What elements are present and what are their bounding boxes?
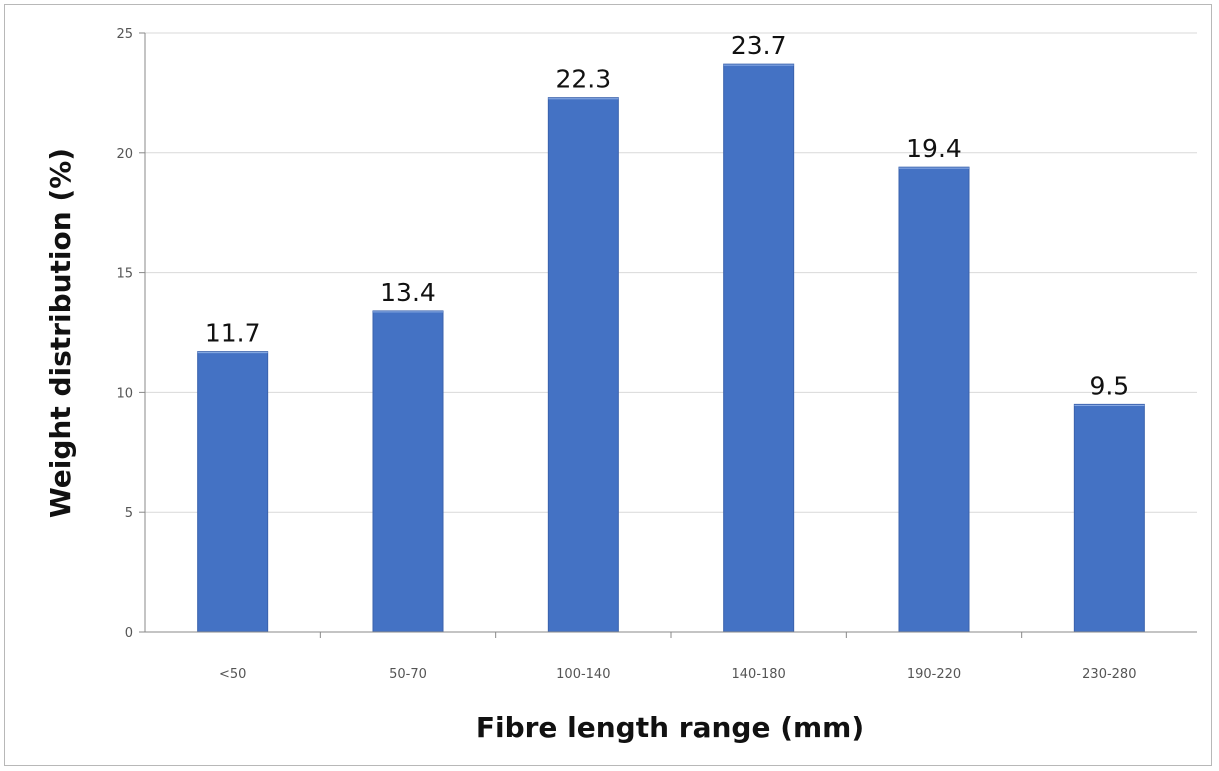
y-tick-label: 0 <box>125 626 133 641</box>
bar <box>547 97 619 633</box>
y-tick-label: 20 <box>116 147 133 162</box>
y-tick-label: 25 <box>116 27 133 42</box>
x-axis-title: Fibre length range (mm) <box>476 711 864 744</box>
y-axis-title: Weight distribution (%) <box>44 148 77 518</box>
labels: 0 5 10 15 20 25 11.7 <50 13.4 50-70 22.3 100-140 23.… <box>116 27 1136 682</box>
x-tick-label: 140-180 <box>732 667 786 682</box>
x-tick-label: 230-280 <box>1082 667 1136 682</box>
bar <box>723 63 795 633</box>
data-label: 11.7 <box>205 319 261 348</box>
y-tick-label: 15 <box>116 267 133 282</box>
x-tick-label: 50-70 <box>389 667 427 682</box>
y-tick-label: 10 <box>116 386 133 401</box>
axes <box>139 32 1197 638</box>
x-tick-label: <50 <box>219 667 246 682</box>
bar <box>372 310 444 633</box>
data-label: 9.5 <box>1089 371 1129 400</box>
bars <box>197 63 1145 633</box>
y-tick-label: 5 <box>125 506 133 521</box>
data-label: 22.3 <box>555 65 611 94</box>
bar <box>1073 403 1145 633</box>
data-label: 13.4 <box>380 278 436 307</box>
bar <box>197 351 269 633</box>
x-tick-label: 100-140 <box>556 667 610 682</box>
x-tick-label: 190-220 <box>907 667 961 682</box>
gridlines <box>145 32 1197 513</box>
bar <box>898 166 970 633</box>
data-label: 19.4 <box>906 134 962 163</box>
data-label: 23.7 <box>731 31 787 60</box>
